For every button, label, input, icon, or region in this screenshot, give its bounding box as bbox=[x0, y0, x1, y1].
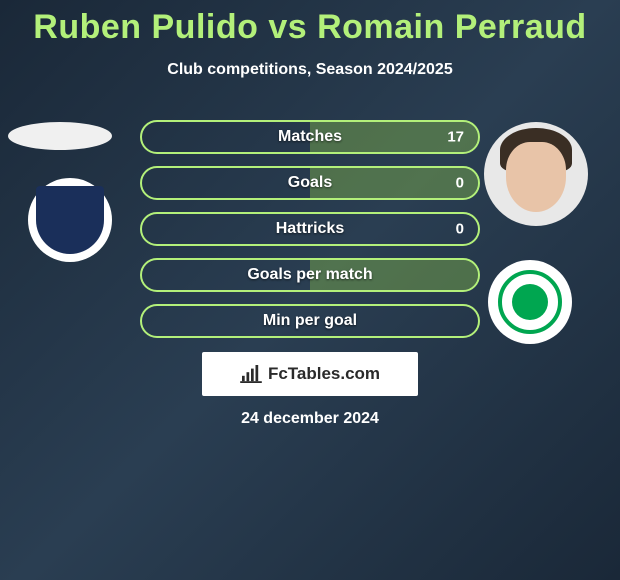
betis-ring bbox=[498, 270, 562, 334]
comparison-subtitle: Club competitions, Season 2024/2025 bbox=[0, 61, 620, 79]
date-label: 24 december 2024 bbox=[0, 410, 620, 428]
huesca-shield bbox=[36, 186, 104, 254]
stat-row-min-per-goal: Min per goal bbox=[140, 304, 480, 338]
stats-container: Matches 17 Goals 0 Hattricks 0 Goals per… bbox=[140, 120, 480, 350]
player-right-avatar bbox=[484, 122, 588, 226]
chart-icon bbox=[240, 365, 262, 383]
stat-label: Hattricks bbox=[142, 214, 478, 244]
stat-label: Goals per match bbox=[142, 260, 478, 290]
stat-value-right: 17 bbox=[447, 129, 464, 146]
comparison-title: Ruben Pulido vs Romain Perraud bbox=[0, 0, 620, 47]
stat-label: Min per goal bbox=[142, 306, 478, 336]
betis-center bbox=[512, 284, 548, 320]
stat-row-hattricks: Hattricks 0 bbox=[140, 212, 480, 246]
player-left-avatar bbox=[8, 122, 112, 150]
club-badge-right bbox=[488, 260, 572, 344]
brand-text: FcTables.com bbox=[268, 364, 380, 384]
club-badge-left bbox=[28, 178, 112, 262]
stat-value-right: 0 bbox=[456, 221, 464, 238]
stat-value-right: 0 bbox=[456, 175, 464, 192]
stat-row-goals-per-match: Goals per match bbox=[140, 258, 480, 292]
stat-row-goals: Goals 0 bbox=[140, 166, 480, 200]
brand-badge: FcTables.com bbox=[202, 352, 418, 396]
avatar-face bbox=[506, 142, 566, 212]
stat-row-matches: Matches 17 bbox=[140, 120, 480, 154]
stat-label: Goals bbox=[142, 168, 478, 198]
stat-label: Matches bbox=[142, 122, 478, 152]
